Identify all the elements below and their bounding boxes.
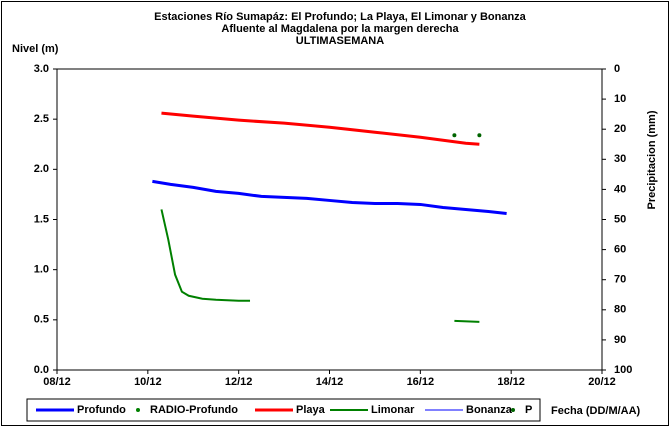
- legend-label: Limonar: [371, 404, 415, 416]
- x-tick-label: 20/12: [588, 376, 616, 388]
- y-tick-label: 0.5: [34, 314, 49, 326]
- chart-title: Estaciones Río Sumapáz: El Profundo; La …: [154, 11, 527, 23]
- series-line: [160, 209, 251, 302]
- legend-swatch: [136, 408, 140, 412]
- legend-label: Playa: [296, 404, 326, 416]
- chart-border: [1, 1, 669, 426]
- x-tick-label: 14/12: [316, 376, 344, 388]
- legend-label: Profundo: [77, 404, 126, 416]
- x-tick-label: 08/12: [43, 376, 71, 388]
- y2-tick-label: 50: [614, 213, 626, 225]
- series-line: [152, 179, 507, 215]
- y2-tick-label: 30: [614, 153, 626, 165]
- y2-tick-label: 60: [614, 244, 626, 256]
- y2-tick-label: 70: [614, 274, 626, 286]
- y-tick-label: 2.0: [34, 163, 49, 175]
- x-tick-label: 16/12: [407, 376, 435, 388]
- y-tick-label: 2.5: [34, 113, 49, 125]
- y-tick-label: 0.0: [34, 364, 49, 376]
- y-tick-label: 1.0: [34, 264, 49, 276]
- y-axis-label: Nivel (m): [12, 43, 59, 55]
- legend-box: [26, 398, 541, 422]
- y2-tick-label: 0: [614, 63, 620, 75]
- y2-tick-label: 40: [614, 183, 626, 195]
- chart-subtitle: ULTIMASEMANA: [296, 35, 384, 47]
- y2-tick-label: 100: [614, 364, 632, 376]
- legend-swatch: [511, 408, 515, 412]
- y-tick-label: 1.5: [34, 213, 49, 225]
- y2-tick-label: 10: [614, 93, 626, 105]
- legend-label: Bonanza: [466, 404, 513, 416]
- legend-label: RADIO-Profundo: [150, 404, 238, 416]
- legend-label: P: [525, 404, 532, 416]
- y2-tick-label: 80: [614, 304, 626, 316]
- chart-subtitle: Afluente al Magdalena por la margen dere…: [221, 23, 459, 35]
- y2-tick-label: 90: [614, 334, 626, 346]
- y2-axis-label: Precipitacion (mm): [646, 110, 658, 209]
- x-axis-label: Fecha (DD/M/AA): [551, 405, 641, 417]
- y2-tick-label: 20: [614, 123, 626, 135]
- x-tick-label: 12/12: [225, 376, 253, 388]
- series-point: [477, 133, 482, 138]
- series-line: [161, 111, 480, 146]
- series-point: [452, 133, 457, 138]
- y-tick-label: 3.0: [34, 63, 49, 75]
- x-tick-label: 10/12: [134, 376, 162, 388]
- series-line: [454, 319, 480, 323]
- x-tick-label: 18/12: [497, 376, 525, 388]
